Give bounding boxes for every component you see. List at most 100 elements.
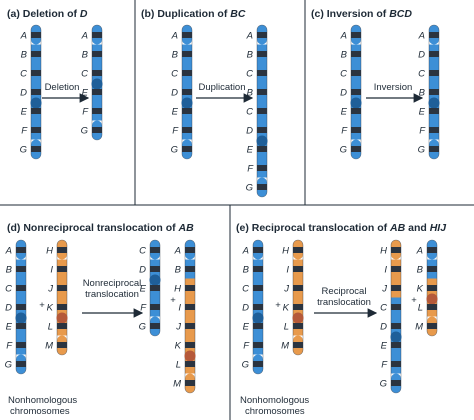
gene-label-A: A: [340, 31, 347, 42]
chromosome-band: [253, 266, 263, 272]
gene-label-E: E: [341, 107, 348, 118]
panel-title: (b) Duplication of BC: [141, 8, 246, 20]
gene-label-D: D: [340, 88, 347, 99]
arrow-label-line-1: Nonreciprocal: [83, 278, 142, 289]
chromosome-band: [16, 323, 26, 329]
gene-label-G: G: [171, 145, 178, 156]
gene-label-F: F: [82, 107, 89, 118]
gene-label-C: C: [139, 246, 146, 257]
gene-label-A: A: [81, 31, 88, 42]
arrow-label-line-2: translocation: [85, 289, 139, 300]
gene-label-A: A: [20, 31, 27, 42]
chromosome-band: [391, 247, 401, 253]
gene-label-H: H: [282, 246, 289, 257]
chromosome-band: [257, 51, 267, 57]
chromosome-band: [293, 247, 303, 253]
gene-label-F: F: [381, 360, 388, 371]
chromosome-band: [57, 304, 67, 310]
gene-label-D: D: [380, 322, 387, 333]
gene-label-B: B: [247, 88, 254, 99]
chromosome-band: [293, 266, 303, 272]
chromosome-band: [150, 323, 160, 329]
panel-title: (c) Inversion of BCD: [311, 8, 412, 20]
gene-label-L: L: [284, 322, 289, 333]
centromere: [15, 312, 27, 324]
chromosome-band: [257, 127, 267, 133]
chromosome-band: [257, 165, 267, 171]
gene-label-E: E: [381, 341, 388, 352]
centromere: [390, 331, 402, 343]
gene-label-F: F: [140, 303, 147, 314]
gene-label-B: B: [82, 50, 89, 61]
gene-label-J: J: [381, 284, 387, 295]
chromosome-outline: [390, 239, 402, 394]
gene-label-C: C: [20, 69, 27, 80]
gene-label-D: D: [418, 50, 425, 61]
plus-sign: +: [411, 295, 417, 306]
chromosome-band: [429, 70, 439, 76]
gene-label-A: A: [418, 31, 425, 42]
centromere: [56, 312, 68, 324]
chromosome-band: [185, 323, 195, 329]
chromosome-band: [92, 32, 102, 38]
centromere: [428, 97, 440, 109]
chromosome-band: [253, 285, 263, 291]
chromosome-band: [92, 51, 102, 57]
gene-label-M: M: [45, 341, 53, 352]
chromosome-band: [351, 127, 361, 133]
gene-label-B: B: [175, 265, 182, 276]
chromosome-band: [429, 146, 439, 152]
chromosome-band: [391, 266, 401, 272]
plus-sign: +: [275, 300, 281, 311]
arrow-label: Deletion: [45, 82, 80, 93]
panel-title: (a) Deletion of D: [7, 8, 88, 20]
gene-label-C: C: [380, 303, 387, 314]
plus-sign: +: [39, 300, 45, 311]
gene-label-C: C: [418, 69, 425, 80]
gene-label-K: K: [47, 303, 54, 314]
gene-label-J: J: [283, 284, 289, 295]
gene-label-L: L: [48, 322, 53, 333]
chromosome-band: [293, 285, 303, 291]
gene-label-F: F: [172, 126, 179, 137]
chromosome-band: [150, 266, 160, 272]
gene-label-J: J: [47, 284, 53, 295]
nonhomologous-note-line-2: chromosomes: [245, 406, 305, 417]
gene-label-C: C: [246, 69, 253, 80]
chromosome-band: [293, 342, 303, 348]
chromosome-band: [257, 70, 267, 76]
gene-label-I: I: [286, 265, 289, 276]
chromosome-band: [150, 304, 160, 310]
chromosome-outline: [56, 239, 68, 356]
centromere: [350, 97, 362, 109]
centromere: [256, 135, 268, 147]
gene-label-E: E: [82, 88, 89, 99]
chromosome-band: [182, 146, 192, 152]
chromosome-band: [57, 247, 67, 253]
gene-label-D: D: [139, 265, 146, 276]
chromosome-band: [16, 361, 26, 367]
centromere: [184, 350, 196, 362]
gene-label-A: A: [416, 246, 423, 257]
chromosome-band: [92, 89, 102, 95]
gene-label-D: D: [20, 88, 27, 99]
gene-label-E: E: [6, 322, 13, 333]
gene-label-C: C: [242, 284, 249, 295]
centromere: [426, 293, 438, 305]
chromosome-band: [427, 285, 437, 291]
chromosome-band: [92, 108, 102, 114]
chromosome-band: [253, 323, 263, 329]
chromosome-band: [31, 89, 41, 95]
chromosome-band: [31, 51, 41, 57]
chromosome-band: [185, 266, 195, 272]
chromosome-band: [31, 127, 41, 133]
chromosome-band: [31, 32, 41, 38]
chromosome-band: [16, 304, 26, 310]
